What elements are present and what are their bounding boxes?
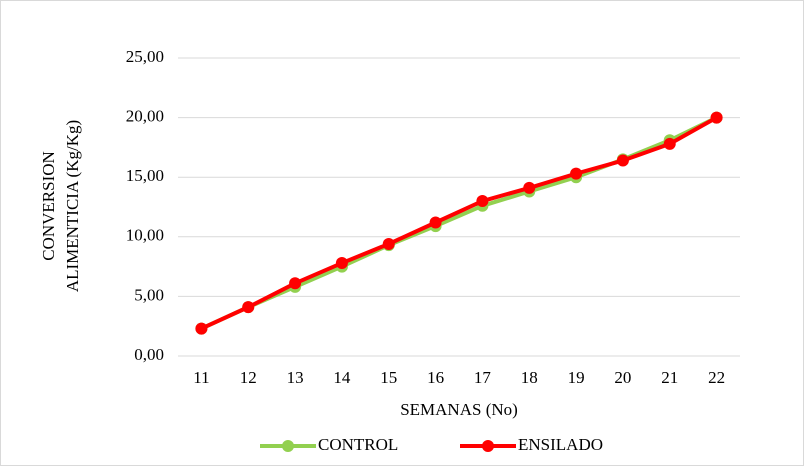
data-point (382, 237, 395, 250)
data-point (335, 257, 348, 270)
data-point (710, 111, 723, 124)
y-tick-label: 10,00 (126, 226, 164, 245)
x-tick-label: 15 (380, 368, 397, 387)
x-tick-label: 17 (474, 368, 492, 387)
legend-marker (282, 440, 294, 452)
data-point (242, 301, 255, 314)
data-point (616, 154, 629, 167)
x-tick-label: 11 (193, 368, 209, 387)
y-tick-label: 15,00 (126, 166, 164, 185)
y-tick-label: 25,00 (126, 47, 164, 66)
y-tick-label: 5,00 (134, 285, 164, 304)
data-point (289, 277, 302, 290)
legend-label: CONTROL (318, 435, 398, 454)
y-axis-label: CONVERSION (39, 151, 58, 261)
series-line (200, 115, 718, 331)
x-tick-label: 18 (521, 368, 538, 387)
legend-marker (482, 440, 494, 452)
x-tick-label: 19 (568, 368, 585, 387)
legend-label: ENSILADO (518, 435, 603, 454)
x-tick-label: 12 (240, 368, 257, 387)
x-tick-label: 21 (661, 368, 678, 387)
x-tick-label: 16 (427, 368, 444, 387)
data-point (663, 137, 676, 150)
x-tick-label: 13 (287, 368, 304, 387)
data-point (523, 181, 536, 194)
data-point (570, 167, 583, 180)
data-point (429, 216, 442, 229)
y-axis-label: ALIMENTICIA (Kg/Kg) (63, 120, 82, 292)
x-tick-label: 22 (708, 368, 725, 387)
y-tick-label: 0,00 (134, 345, 164, 364)
x-axis-label: SEMANAS (No) (400, 400, 518, 419)
x-tick-label: 20 (614, 368, 631, 387)
y-tick-label: 20,00 (126, 107, 164, 126)
data-point (476, 195, 489, 208)
x-tick-label: 14 (333, 368, 351, 387)
data-point (195, 322, 208, 335)
